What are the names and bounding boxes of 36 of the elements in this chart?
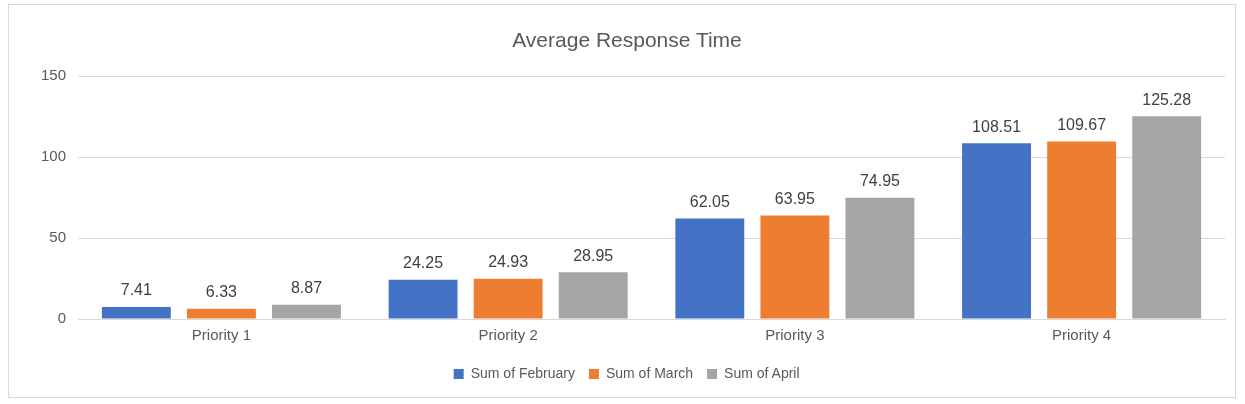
bar xyxy=(845,197,915,319)
bar xyxy=(675,218,745,319)
bar xyxy=(388,279,458,319)
data-label: 125.28 xyxy=(1142,90,1192,108)
data-label: 109.67 xyxy=(1057,115,1107,133)
bar xyxy=(760,215,830,319)
legend-label: Sum of April xyxy=(724,364,800,381)
data-label: 108.51 xyxy=(972,117,1022,135)
bar xyxy=(962,143,1032,319)
data-label: 7.41 xyxy=(120,281,152,299)
y-tick-label: 150 xyxy=(41,66,67,84)
data-label: 24.93 xyxy=(488,253,529,271)
x-tick-label: Priority 4 xyxy=(1052,326,1112,344)
data-label: 62.05 xyxy=(689,192,730,210)
data-label: 28.95 xyxy=(573,246,614,264)
legend-label: Sum of February xyxy=(470,364,575,381)
x-tick-label: Priority 2 xyxy=(478,326,538,344)
legend-label: Sum of March xyxy=(605,364,694,381)
bar xyxy=(186,308,256,319)
data-label: 24.25 xyxy=(403,254,444,272)
bar xyxy=(272,304,341,319)
y-tick-label: 100 xyxy=(41,147,67,165)
y-tick-label: 50 xyxy=(49,228,67,246)
data-label: 6.33 xyxy=(205,283,238,301)
chart-title: Average Response Time xyxy=(512,28,742,52)
data-label: 63.95 xyxy=(774,189,815,207)
bar xyxy=(558,272,628,319)
x-tick-label: Priority 3 xyxy=(765,326,825,344)
data-label: 8.87 xyxy=(290,279,323,297)
x-tick-label: Priority 1 xyxy=(191,326,251,344)
bar xyxy=(1132,116,1202,319)
bar xyxy=(101,307,171,319)
y-tick-label: 0 xyxy=(57,309,67,327)
bar xyxy=(1047,141,1117,319)
data-label: 74.95 xyxy=(859,172,901,190)
bar xyxy=(473,278,543,319)
